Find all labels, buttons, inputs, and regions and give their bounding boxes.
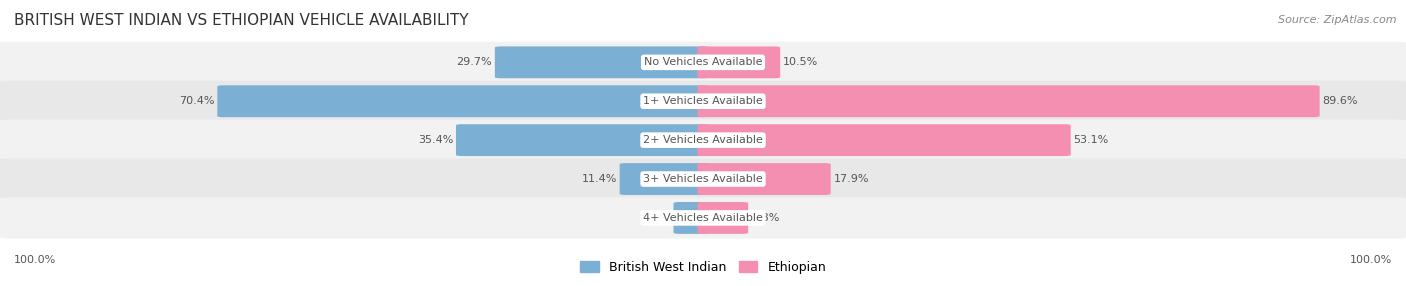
FancyBboxPatch shape bbox=[0, 197, 1406, 239]
FancyBboxPatch shape bbox=[697, 85, 1320, 117]
FancyBboxPatch shape bbox=[218, 85, 709, 117]
Text: 5.8%: 5.8% bbox=[751, 213, 779, 223]
FancyBboxPatch shape bbox=[697, 202, 748, 234]
FancyBboxPatch shape bbox=[673, 202, 709, 234]
FancyBboxPatch shape bbox=[620, 163, 709, 195]
Text: 10.5%: 10.5% bbox=[783, 57, 818, 67]
Text: 100.0%: 100.0% bbox=[1350, 255, 1392, 265]
Text: 1+ Vehicles Available: 1+ Vehicles Available bbox=[643, 96, 763, 106]
FancyBboxPatch shape bbox=[0, 120, 1406, 161]
FancyBboxPatch shape bbox=[456, 124, 709, 156]
FancyBboxPatch shape bbox=[0, 81, 1406, 122]
FancyBboxPatch shape bbox=[495, 46, 709, 78]
Text: 53.1%: 53.1% bbox=[1074, 135, 1109, 145]
FancyBboxPatch shape bbox=[697, 46, 780, 78]
FancyBboxPatch shape bbox=[0, 42, 1406, 83]
FancyBboxPatch shape bbox=[0, 158, 1406, 200]
Text: 11.4%: 11.4% bbox=[582, 174, 617, 184]
Text: 29.7%: 29.7% bbox=[457, 57, 492, 67]
Text: 17.9%: 17.9% bbox=[834, 174, 869, 184]
Text: 3.5%: 3.5% bbox=[643, 213, 671, 223]
Text: 35.4%: 35.4% bbox=[418, 135, 453, 145]
Legend: British West Indian, Ethiopian: British West Indian, Ethiopian bbox=[579, 261, 827, 274]
Text: 70.4%: 70.4% bbox=[179, 96, 215, 106]
Text: 4+ Vehicles Available: 4+ Vehicles Available bbox=[643, 213, 763, 223]
Text: BRITISH WEST INDIAN VS ETHIOPIAN VEHICLE AVAILABILITY: BRITISH WEST INDIAN VS ETHIOPIAN VEHICLE… bbox=[14, 13, 468, 27]
FancyBboxPatch shape bbox=[697, 163, 831, 195]
Text: No Vehicles Available: No Vehicles Available bbox=[644, 57, 762, 67]
FancyBboxPatch shape bbox=[697, 124, 1071, 156]
Text: 89.6%: 89.6% bbox=[1323, 96, 1358, 106]
Text: 2+ Vehicles Available: 2+ Vehicles Available bbox=[643, 135, 763, 145]
Text: 3+ Vehicles Available: 3+ Vehicles Available bbox=[643, 174, 763, 184]
Text: 100.0%: 100.0% bbox=[14, 255, 56, 265]
Text: Source: ZipAtlas.com: Source: ZipAtlas.com bbox=[1278, 15, 1396, 25]
